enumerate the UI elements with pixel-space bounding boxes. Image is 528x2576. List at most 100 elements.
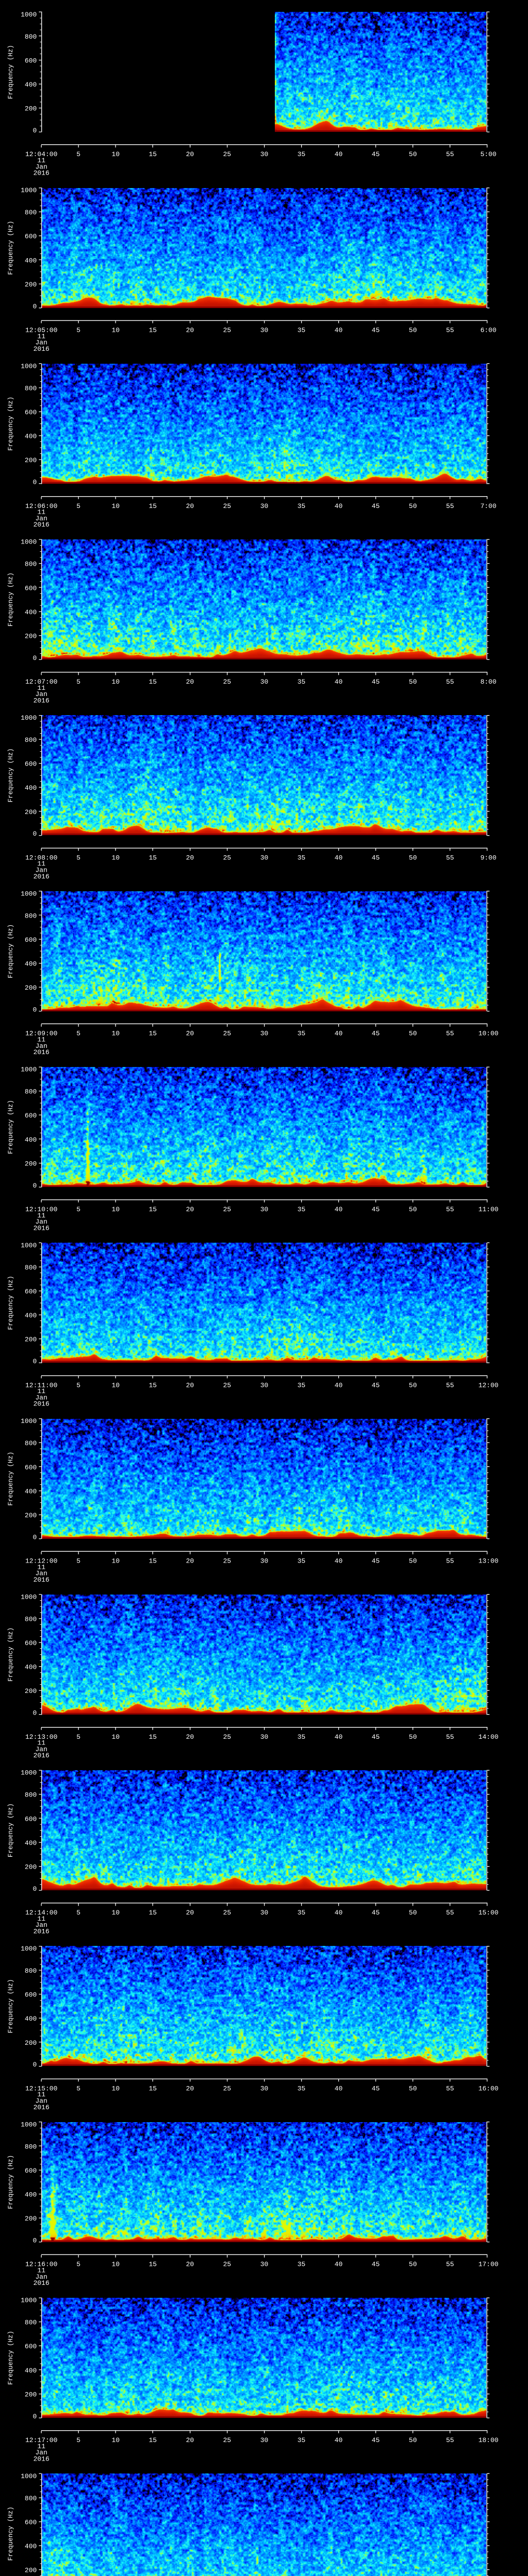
svg-text:11: 11 [37, 1036, 45, 1044]
svg-text:600: 600 [25, 409, 37, 416]
svg-text:10: 10 [111, 1733, 120, 1741]
svg-text:1000: 1000 [21, 1769, 37, 1777]
svg-text:55: 55 [446, 502, 454, 510]
svg-text:2016: 2016 [34, 170, 50, 177]
svg-text:20: 20 [186, 327, 194, 334]
svg-text:18:00: 18:00 [478, 2436, 499, 2444]
svg-text:400: 400 [25, 608, 37, 616]
svg-text:600: 600 [25, 584, 37, 592]
svg-text:400: 400 [25, 784, 37, 792]
svg-text:15:00: 15:00 [478, 1909, 499, 1917]
svg-text:12:15:00: 12:15:00 [25, 2084, 57, 2092]
svg-text:35: 35 [298, 678, 306, 686]
svg-text:30: 30 [260, 502, 269, 510]
svg-text:2016: 2016 [34, 1928, 50, 1936]
svg-text:55: 55 [446, 1909, 454, 1917]
svg-text:11: 11 [37, 860, 45, 868]
svg-text:1000: 1000 [21, 2121, 37, 2128]
svg-text:20: 20 [186, 1030, 194, 1038]
svg-text:35: 35 [298, 327, 306, 334]
svg-text:0: 0 [32, 1885, 37, 1893]
svg-text:20: 20 [186, 1557, 194, 1565]
svg-text:Frequency (Hz): Frequency (Hz) [7, 2506, 14, 2561]
svg-text:30: 30 [260, 1733, 269, 1741]
svg-text:Jan: Jan [35, 339, 47, 347]
svg-text:12:06:00: 12:06:00 [25, 502, 57, 510]
svg-text:1000: 1000 [21, 2297, 37, 2304]
svg-text:15: 15 [148, 854, 157, 861]
svg-text:45: 45 [372, 854, 380, 861]
svg-text:600: 600 [25, 233, 37, 241]
svg-text:50: 50 [409, 2084, 417, 2092]
svg-text:35: 35 [298, 150, 306, 158]
svg-text:Jan: Jan [35, 1745, 47, 1753]
svg-text:15: 15 [148, 2261, 157, 2268]
svg-text:10: 10 [111, 1381, 120, 1389]
svg-text:600: 600 [25, 1288, 37, 1296]
svg-text:600: 600 [25, 1112, 37, 1120]
svg-text:45: 45 [372, 1733, 380, 1741]
svg-text:11: 11 [37, 1739, 45, 1747]
svg-text:15: 15 [148, 1030, 157, 1038]
svg-text:11: 11 [37, 684, 45, 692]
svg-text:15: 15 [148, 1909, 157, 1917]
svg-text:45: 45 [372, 2084, 380, 2092]
svg-text:40: 40 [335, 327, 343, 334]
svg-text:50: 50 [409, 1733, 417, 1741]
svg-text:200: 200 [25, 2391, 37, 2398]
svg-text:30: 30 [260, 1381, 269, 1389]
svg-text:30: 30 [260, 1206, 269, 1213]
svg-text:5:00: 5:00 [481, 150, 497, 158]
svg-text:25: 25 [223, 1381, 232, 1389]
svg-text:400: 400 [25, 960, 37, 968]
svg-text:55: 55 [446, 2261, 454, 2268]
svg-text:12:17:00: 12:17:00 [25, 2436, 57, 2444]
svg-text:800: 800 [25, 1439, 37, 1447]
svg-text:15: 15 [148, 150, 157, 158]
svg-text:600: 600 [25, 2167, 37, 2175]
svg-text:2016: 2016 [34, 873, 50, 880]
svg-text:200: 200 [25, 1687, 37, 1695]
svg-text:2016: 2016 [34, 345, 50, 353]
svg-text:800: 800 [25, 736, 37, 744]
svg-text:55: 55 [446, 1030, 454, 1038]
svg-text:40: 40 [335, 678, 343, 686]
svg-text:50: 50 [409, 1909, 417, 1917]
svg-text:1000: 1000 [21, 2472, 37, 2480]
svg-text:Jan: Jan [35, 515, 47, 522]
svg-text:35: 35 [298, 1030, 306, 1038]
svg-text:45: 45 [372, 2261, 380, 2268]
svg-text:400: 400 [25, 433, 37, 440]
svg-text:1000: 1000 [21, 538, 37, 546]
svg-text:35: 35 [298, 1909, 306, 1917]
svg-text:5: 5 [76, 1733, 80, 1741]
svg-text:400: 400 [25, 81, 37, 89]
svg-text:17:00: 17:00 [478, 2261, 499, 2268]
svg-text:200: 200 [25, 281, 37, 289]
svg-text:11: 11 [37, 1915, 45, 1923]
svg-text:11: 11 [37, 1387, 45, 1395]
svg-text:Frequency (Hz): Frequency (Hz) [7, 1100, 14, 1154]
svg-text:35: 35 [298, 854, 306, 861]
svg-text:400: 400 [25, 1312, 37, 1319]
svg-text:5: 5 [76, 1206, 80, 1213]
svg-text:40: 40 [335, 1206, 343, 1213]
svg-text:50: 50 [409, 854, 417, 861]
svg-text:25: 25 [223, 1030, 232, 1038]
svg-text:200: 200 [25, 808, 37, 816]
svg-text:20: 20 [186, 1381, 194, 1389]
svg-text:13:00: 13:00 [478, 1557, 499, 1565]
svg-text:20: 20 [186, 1733, 194, 1741]
svg-text:800: 800 [25, 912, 37, 920]
svg-text:30: 30 [260, 1030, 269, 1038]
svg-text:40: 40 [335, 502, 343, 510]
svg-text:5: 5 [76, 327, 80, 334]
svg-text:25: 25 [223, 1733, 232, 1741]
svg-text:25: 25 [223, 2436, 232, 2444]
svg-text:Frequency (Hz): Frequency (Hz) [7, 2155, 14, 2209]
svg-text:1000: 1000 [21, 11, 37, 19]
svg-text:15: 15 [148, 1381, 157, 1389]
svg-text:2016: 2016 [34, 1752, 50, 1759]
svg-text:800: 800 [25, 1967, 37, 1975]
svg-text:400: 400 [25, 1487, 37, 1495]
